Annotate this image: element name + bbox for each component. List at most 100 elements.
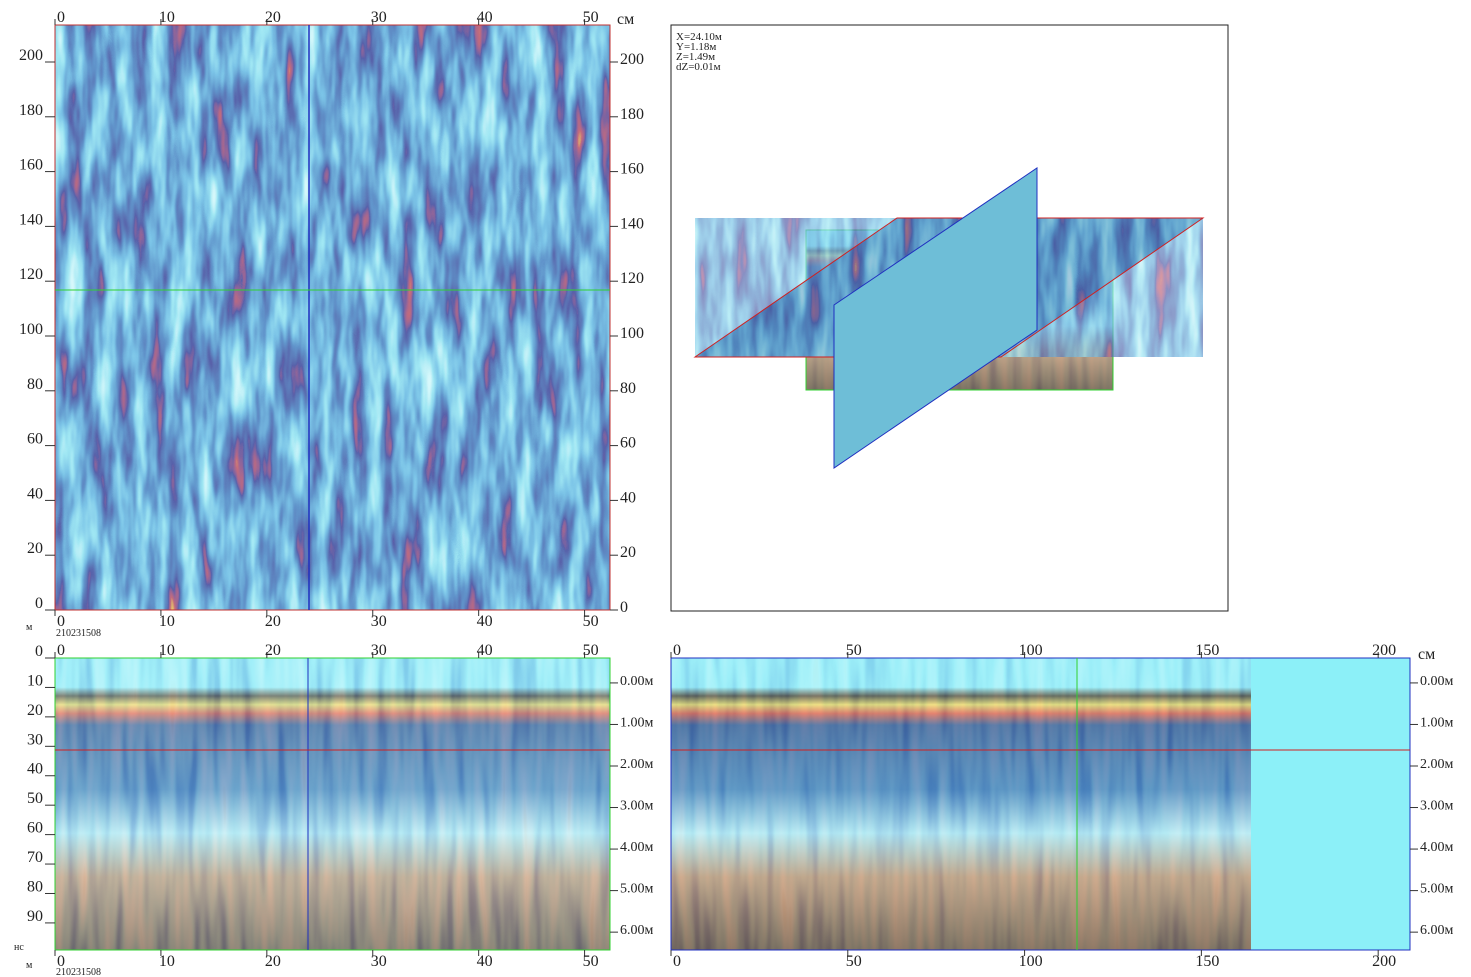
y-tick-label: 180 <box>620 106 644 123</box>
y-tick-label: 80 <box>27 878 43 895</box>
x-tick-label: 150 <box>1195 642 1219 659</box>
y-tick-label: 60 <box>27 431 43 448</box>
file-id: 210231508 <box>56 628 101 639</box>
x-tick-label: 40 <box>477 613 493 630</box>
y-tick-label: 90 <box>27 908 43 925</box>
x-tick-label: 0 <box>673 642 681 659</box>
y-tick-label: 120 <box>620 270 644 287</box>
y-tick-label: 60 <box>27 820 43 837</box>
x-tick-label: 10 <box>159 613 175 630</box>
y-tick-label: 160 <box>19 157 43 174</box>
x-tick-label: 0 <box>57 953 65 970</box>
plan-frame <box>54 24 611 611</box>
x-tick-label: 10 <box>159 953 175 970</box>
x-tick-label: 20 <box>265 953 281 970</box>
x-tick-label: 0 <box>57 613 65 630</box>
x-tick-label: 20 <box>265 9 281 26</box>
plan-image <box>55 25 610 610</box>
y-tick-label: 100 <box>19 321 43 338</box>
section-y-texture <box>671 658 1251 950</box>
y-tick-label: 4.00м <box>1420 840 1454 855</box>
cursor-y-text: Y=1.18м <box>676 41 716 53</box>
slice-diag-frame <box>833 167 1038 469</box>
y-tick-label: 80 <box>620 380 636 397</box>
y-tick-label: 160 <box>620 161 644 178</box>
y-tick-label: 6.00м <box>620 923 654 938</box>
slice-diag <box>834 168 1037 468</box>
x-tick-label: 200 <box>1372 642 1396 659</box>
x-tick-label: 0 <box>673 953 681 970</box>
slice-diag-shade <box>834 168 1037 468</box>
y-tick-label: 0 <box>35 595 43 612</box>
section-x-texture <box>55 658 610 950</box>
y-tick-label: 2.00м <box>1420 757 1454 772</box>
x-unit: м <box>26 960 33 971</box>
y-tick-label: 1.00м <box>1420 715 1454 730</box>
x-tick-label: 100 <box>1019 953 1043 970</box>
x-tick-label: 20 <box>265 642 281 659</box>
y-tick-label: 3.00м <box>1420 799 1454 814</box>
x-tick-label: 30 <box>371 613 387 630</box>
y-tick-label: 0.00м <box>1420 674 1454 689</box>
x-tick-label: 10 <box>159 9 175 26</box>
x-tick-label: 0 <box>57 9 65 26</box>
cursor-dz-text: dZ=0.01м <box>676 61 721 73</box>
y-tick-label: 40 <box>27 761 43 778</box>
y-tick-label: 4.00м <box>620 840 654 855</box>
section-y-frame <box>670 657 1411 951</box>
y-tick-label: 60 <box>620 435 636 452</box>
y-tick-label: 140 <box>620 215 644 232</box>
x-tick-label: 30 <box>371 642 387 659</box>
y-tick-label: 3.00м <box>620 799 654 814</box>
y-tick-label: 10 <box>27 672 43 689</box>
file-id: 210231508 <box>56 967 101 977</box>
y-tick-label: 100 <box>620 325 644 342</box>
y-tick-label: 40 <box>620 489 636 506</box>
x-tick-label: 50 <box>583 642 599 659</box>
x-tick-label: 50 <box>583 613 599 630</box>
cursor-z-text: Z=1.49м <box>676 51 715 63</box>
x-tick-label: 0 <box>57 642 65 659</box>
x-tick-label: 100 <box>1019 642 1043 659</box>
x-tick-label: 150 <box>1195 953 1219 970</box>
y-tick-label: 0 <box>620 599 628 616</box>
y-tick-label: 200 <box>620 51 644 68</box>
x-tick-label: 50 <box>583 953 599 970</box>
y-tick-label: 1.00м <box>620 715 654 730</box>
x-tick-label: 50 <box>846 642 862 659</box>
y-tick-label: 70 <box>27 849 43 866</box>
x-tick-label: 50 <box>846 953 862 970</box>
y-unit: нс <box>14 942 24 953</box>
section-x-frame <box>54 657 611 951</box>
x-unit: см <box>1418 646 1435 663</box>
y-tick-label: 20 <box>27 702 43 719</box>
x-unit: м <box>26 622 33 633</box>
x-tick-label: 40 <box>477 953 493 970</box>
x-tick-label: 40 <box>477 9 493 26</box>
y-tick-label: 40 <box>27 485 43 502</box>
y-tick-label: 180 <box>19 102 43 119</box>
y-tick-label: 20 <box>27 540 43 557</box>
x-tick-label: 30 <box>371 953 387 970</box>
y-tick-label: 0.00м <box>620 674 654 689</box>
x-unit: см <box>617 11 634 28</box>
y-tick-label: 20 <box>620 544 636 561</box>
y-tick-label: 120 <box>19 266 43 283</box>
x-tick-label: 200 <box>1372 953 1396 970</box>
y-tick-label: 50 <box>27 790 43 807</box>
y-tick-label: 80 <box>27 376 43 393</box>
y-tick-label: 0 <box>35 643 43 660</box>
y-tick-label: 200 <box>19 47 43 64</box>
y-tick-label: 5.00м <box>1420 882 1454 897</box>
x-tick-label: 40 <box>477 642 493 659</box>
x-tick-label: 50 <box>583 9 599 26</box>
x-tick-label: 30 <box>371 9 387 26</box>
x-tick-label: 10 <box>159 642 175 659</box>
y-tick-label: 5.00м <box>620 882 654 897</box>
y-tick-label: 6.00м <box>1420 923 1454 938</box>
y-tick-label: 30 <box>27 731 43 748</box>
y-tick-label: 140 <box>19 211 43 228</box>
cursor-x-text: X=24.10м <box>676 31 722 43</box>
y-tick-label: 2.00м <box>620 757 654 772</box>
